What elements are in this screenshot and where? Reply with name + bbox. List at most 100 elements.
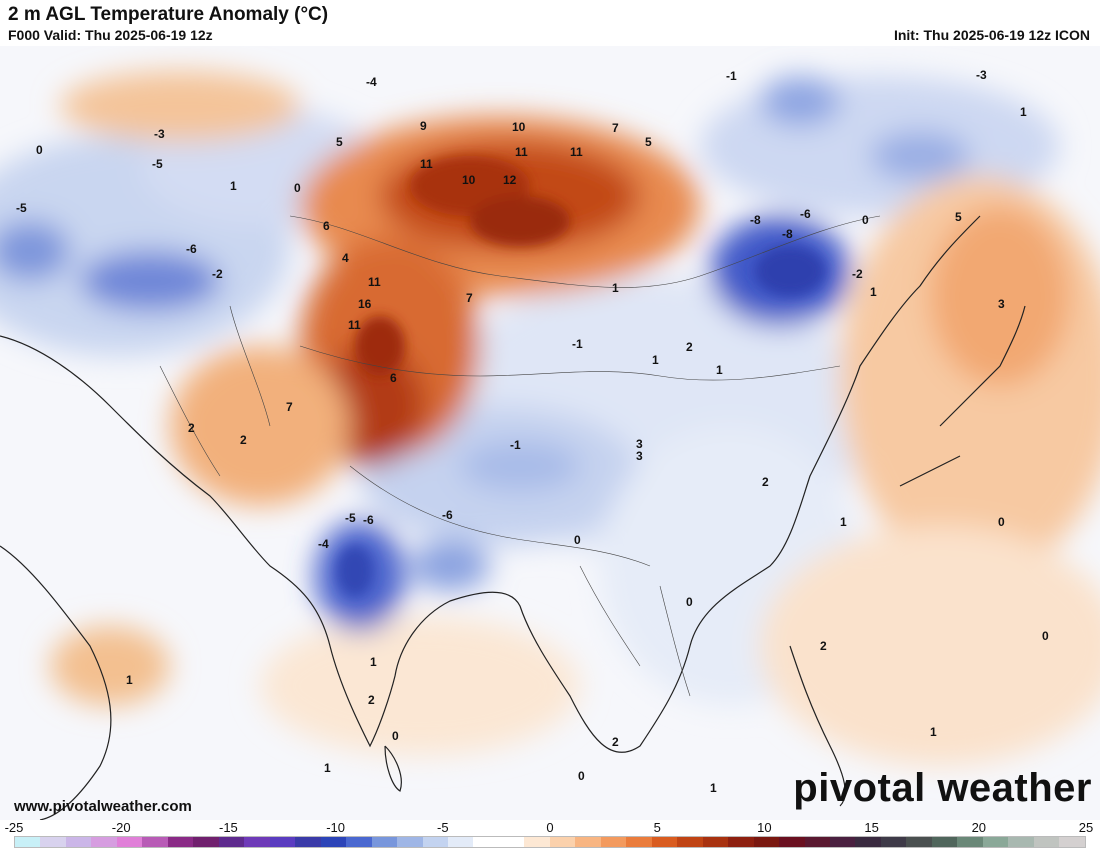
colorbar-swatch	[320, 837, 347, 847]
map-label: 1	[710, 781, 717, 795]
anomaly-field	[0, 71, 1100, 766]
legend-tick-label: 0	[546, 820, 554, 835]
colorbar-swatch	[651, 837, 678, 847]
colorbar-swatch	[422, 837, 448, 847]
map-label: 0	[1042, 629, 1049, 643]
map-label: -3	[154, 127, 165, 141]
colorbar	[14, 836, 1086, 848]
map-label: 7	[612, 121, 619, 135]
colorbar-swatch	[804, 837, 830, 847]
map-label: -2	[212, 267, 223, 281]
map-label: 1	[716, 363, 723, 377]
colorbar-swatch	[346, 837, 372, 847]
map-label: -1	[572, 337, 583, 351]
map-label: 11	[348, 318, 361, 332]
map-label: -4	[366, 75, 377, 89]
colorbar-swatch	[1033, 837, 1060, 847]
map-label: 1	[126, 673, 133, 687]
legend-tick-label: 15	[864, 820, 879, 835]
colorbar-swatch	[702, 837, 729, 847]
map-label: 0	[578, 769, 585, 783]
map-label: 11	[420, 157, 433, 171]
map-label: 2	[188, 421, 195, 435]
map-label: 0	[36, 143, 43, 157]
map-label: 2	[368, 693, 375, 707]
colorbar-swatch	[295, 837, 321, 847]
legend-tick-label: -5	[437, 820, 449, 835]
colorbar-swatch	[575, 837, 601, 847]
coastlines	[0, 215, 1026, 820]
colorbar-swatch	[957, 837, 983, 847]
map-label: -8	[750, 213, 761, 227]
colorbar-swatch	[40, 837, 66, 847]
map-label: 1	[230, 179, 237, 193]
map-label: 10	[462, 173, 476, 187]
map-label: 1	[870, 285, 877, 299]
colorbar-swatch	[779, 837, 805, 847]
map-label: 1	[930, 725, 937, 739]
map-label: 10	[512, 120, 526, 134]
map-label: -5	[345, 511, 356, 525]
map-label: 1	[612, 281, 619, 295]
colorbar-swatch	[65, 837, 92, 847]
map-label: 2	[686, 340, 693, 354]
map-label: -5	[152, 157, 163, 171]
colorbar-swatch	[1008, 837, 1034, 847]
map-label: 16	[358, 297, 372, 311]
colorbar-swatch	[549, 837, 576, 847]
chart-title: 2 m AGL Temperature Anomaly (°C)	[8, 4, 329, 25]
map-label: 1	[652, 353, 659, 367]
colorbar-swatch	[982, 837, 1009, 847]
map-label: -3	[976, 68, 987, 82]
map-label: 0	[998, 515, 1005, 529]
map-value-labels: 9 10 7 11 11 12 11 10 16 11 11 7 6 5 5 7…	[16, 68, 1049, 795]
map-label: -8	[782, 227, 793, 241]
colorbar-legend: -25 -20 -15 -10 -5 0 5 10 15 20 25	[0, 820, 1100, 850]
colorbar-swatch	[142, 837, 168, 847]
colorbar-swatch	[15, 837, 41, 847]
colorbar-swatch	[269, 837, 296, 847]
map-label: 1	[1020, 105, 1027, 119]
colorbar-swatch	[218, 837, 245, 847]
colorbar-swatch	[91, 837, 117, 847]
map-label: 12	[503, 173, 517, 187]
map-label: 2	[762, 475, 769, 489]
map-label: 0	[392, 729, 399, 743]
colorbar-swatch	[728, 837, 754, 847]
map-label: 7	[286, 400, 293, 414]
map-label: 1	[370, 655, 377, 669]
legend-tick-label: 25	[1078, 820, 1094, 835]
map-label: 0	[294, 181, 301, 195]
map-label: 2	[612, 735, 619, 749]
valid-time: F000 Valid: Thu 2025-06-19 12z	[8, 27, 213, 43]
colorbar-swatch	[244, 837, 270, 847]
brand-logo: pivotal weather	[793, 766, 1092, 810]
map-label: 1	[324, 761, 331, 775]
legend-tick-label: -15	[218, 820, 238, 835]
map-label: -1	[726, 69, 737, 83]
colorbar-swatch	[906, 837, 932, 847]
legend-tick-label: -20	[111, 820, 131, 835]
header: 2 m AGL Temperature Anomaly (°C) F000 Va…	[0, 0, 1100, 46]
map-label: -1	[510, 438, 521, 452]
colorbar-swatch	[880, 837, 907, 847]
colorbar-swatch	[193, 837, 219, 847]
map-label: 11	[515, 145, 528, 159]
legend-tick-label: 20	[971, 820, 987, 835]
colorbar-swatch	[600, 837, 627, 847]
anomaly-map[interactable]: 9 10 7 11 11 12 11 10 16 11 11 7 6 5 5 7…	[0, 46, 1100, 820]
map-label: 2	[240, 433, 247, 447]
colorbar-swatch	[397, 837, 423, 847]
map-label: 5	[645, 135, 652, 149]
map-label: -6	[363, 513, 374, 527]
colorbar-swatch	[1059, 837, 1085, 847]
colorbar-swatch	[524, 837, 550, 847]
anomaly-detail	[337, 156, 825, 596]
legend-tick-label: -25	[4, 820, 24, 835]
colorbar-swatch	[498, 837, 525, 847]
map-label: 9	[420, 119, 427, 133]
colorbar-swatch	[626, 837, 652, 847]
map-label: 6	[323, 219, 330, 233]
map-label: 6	[390, 371, 397, 385]
legend-tick-label: 10	[757, 820, 772, 835]
